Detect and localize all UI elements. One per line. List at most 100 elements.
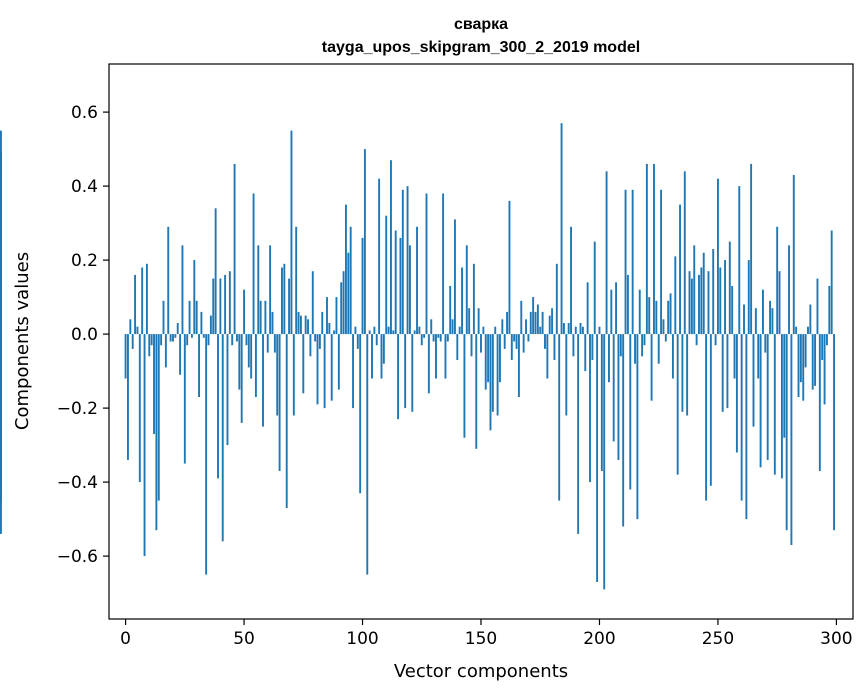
bar-component-7 bbox=[141, 267, 144, 335]
bar-component-229 bbox=[667, 300, 670, 335]
bar-component-57 bbox=[259, 300, 262, 335]
y-tick-label: 0.0 bbox=[71, 325, 98, 345]
bar-component-121 bbox=[411, 334, 414, 412]
bar-component-5 bbox=[136, 326, 139, 335]
bar-component-265 bbox=[752, 334, 755, 427]
bar-component-undefined bbox=[0, 130, 2, 335]
bar-component-60 bbox=[266, 334, 269, 353]
bar-component-53 bbox=[250, 334, 253, 379]
x-tick-label: 0 bbox=[120, 629, 131, 649]
bar-component-245 bbox=[705, 334, 708, 501]
bar-component-295 bbox=[823, 334, 826, 405]
bar-component-114 bbox=[394, 230, 397, 335]
bar-component-277 bbox=[780, 334, 783, 479]
bar-component-158 bbox=[499, 334, 501, 383]
bar-component-187 bbox=[567, 323, 570, 335]
bar-component-120 bbox=[408, 245, 411, 335]
bar-component-230 bbox=[669, 293, 672, 335]
bar-component-67 bbox=[283, 263, 286, 335]
bar-component-233 bbox=[676, 334, 679, 475]
bar-component-116 bbox=[399, 237, 402, 335]
bar-component-79 bbox=[311, 271, 314, 335]
x-tick-label: 50 bbox=[233, 629, 255, 649]
bar-component-232 bbox=[674, 256, 677, 335]
bar-component-207 bbox=[615, 282, 618, 335]
bar-component-51 bbox=[245, 334, 248, 346]
bar-component-296 bbox=[825, 334, 828, 346]
bar-component-11 bbox=[150, 334, 153, 346]
bar-component-166 bbox=[517, 334, 520, 397]
bar-component-59 bbox=[264, 300, 267, 335]
bar-component-202 bbox=[603, 334, 606, 590]
bar-component-268 bbox=[759, 334, 762, 468]
bar-component-279 bbox=[785, 334, 788, 531]
bar-component-188 bbox=[570, 226, 572, 335]
bar-component-193 bbox=[581, 326, 584, 335]
bar-component-246 bbox=[707, 271, 710, 335]
bar-component-220 bbox=[645, 163, 648, 335]
bar-component-244 bbox=[702, 252, 705, 335]
bar-component-undefined bbox=[0, 334, 2, 390]
bar-component-260 bbox=[740, 334, 743, 501]
bar-component-199 bbox=[596, 334, 599, 582]
bar-component-58 bbox=[262, 334, 264, 427]
bar-component-231 bbox=[671, 334, 674, 379]
bar-component-216 bbox=[636, 334, 639, 520]
bar-component-177 bbox=[544, 334, 546, 349]
bar-component-201 bbox=[600, 334, 603, 471]
bar-component-168 bbox=[522, 334, 525, 353]
bar-component-138 bbox=[451, 319, 454, 335]
bar-component-63 bbox=[273, 334, 276, 353]
bar-component-55 bbox=[254, 334, 257, 397]
bar-component-49 bbox=[240, 334, 243, 423]
bar-component-1 bbox=[127, 334, 129, 460]
bar-component-247 bbox=[709, 334, 712, 486]
bar-component-25 bbox=[183, 334, 186, 464]
bar-component-118 bbox=[404, 334, 407, 409]
bar-component-6 bbox=[138, 334, 141, 483]
bar-component-253 bbox=[724, 260, 726, 335]
bar-component-15 bbox=[160, 334, 163, 346]
bar-component-275 bbox=[776, 226, 779, 335]
bar-component-234 bbox=[679, 204, 681, 335]
bar-component-149 bbox=[477, 308, 480, 335]
bar-component-217 bbox=[638, 289, 641, 335]
bar-component-251 bbox=[719, 267, 722, 335]
bar-component-127 bbox=[425, 193, 428, 335]
bar-component-173 bbox=[534, 311, 537, 335]
bar-component-128 bbox=[427, 334, 430, 394]
bar-component-71 bbox=[292, 334, 295, 416]
bar-component-208 bbox=[617, 334, 620, 460]
chart-subtitle: tayga_upos_skipgram_300_2_2019 model bbox=[322, 39, 640, 56]
bar-component-243 bbox=[700, 267, 703, 335]
bar-component-102 bbox=[366, 334, 369, 575]
bar-component-50 bbox=[243, 289, 246, 335]
bar-component-155 bbox=[491, 334, 494, 412]
bar-component-248 bbox=[712, 249, 715, 335]
bar-component-66 bbox=[281, 267, 283, 335]
bar-component-146 bbox=[470, 334, 473, 357]
bar-component-179 bbox=[548, 315, 551, 335]
bar-component-109 bbox=[382, 334, 385, 364]
bar-component-10 bbox=[148, 334, 151, 357]
bar-component-175 bbox=[539, 326, 542, 335]
bar-component-48 bbox=[238, 334, 241, 390]
bar-component-73 bbox=[297, 311, 300, 335]
bar-component-223 bbox=[653, 163, 655, 335]
bar-component-153 bbox=[487, 334, 490, 383]
bar-component-278 bbox=[783, 334, 786, 438]
bar-component-126 bbox=[423, 334, 426, 338]
bar-component-124 bbox=[418, 326, 421, 335]
bar-component-236 bbox=[683, 171, 686, 335]
bar-component-undefined bbox=[0, 334, 2, 475]
y-axis-ticks: −0.6 −0.4 −0.2 0.0 0.2 0.4 0.6 bbox=[57, 103, 109, 567]
bar-component-257 bbox=[733, 334, 736, 379]
bar-component-292 bbox=[816, 278, 819, 335]
bar-component-30 bbox=[195, 300, 198, 335]
bar-component-165 bbox=[515, 334, 518, 349]
bar-component-136 bbox=[446, 334, 449, 342]
bar-component-227 bbox=[662, 319, 665, 335]
bar-component-148 bbox=[475, 334, 478, 449]
bar-component-4 bbox=[134, 274, 137, 335]
